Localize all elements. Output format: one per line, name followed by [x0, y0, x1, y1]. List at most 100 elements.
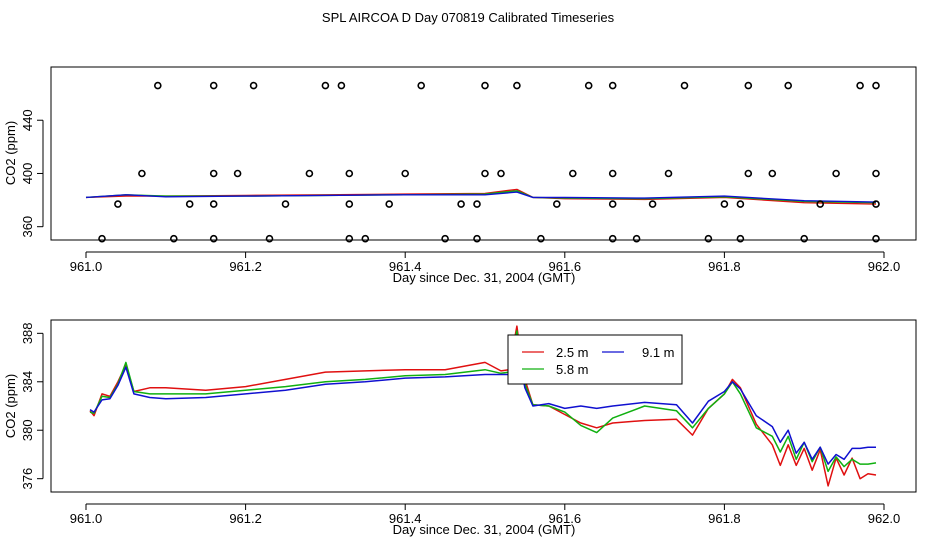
scatter-point [473, 234, 481, 243]
y-tick-label: 360 [20, 216, 35, 238]
legend: 2.5 m 5.8 m 9.1 m [507, 334, 683, 385]
scatter-point [832, 169, 840, 178]
scatter-point [608, 200, 617, 208]
scatter-point [281, 200, 290, 208]
scatter-point [680, 81, 689, 90]
top-panel: 961.0 961.2 961.4 961.6 961.8 962.0 360 400 440… [3, 66, 917, 285]
top-x-axis-label: Day since Dec. 31, 2004 (GMT) [393, 270, 576, 285]
x-tick-label: 961.8 [708, 259, 741, 274]
x-tick-label: 962.0 [868, 259, 901, 274]
legend-label-5-8m: 5.8 m [556, 362, 589, 377]
scatter-point [608, 169, 617, 178]
y-tick-label: 388 [20, 322, 35, 344]
scatter-point [321, 81, 330, 90]
scatter-point [185, 200, 194, 208]
scatter-point [664, 169, 673, 178]
bottom-x-axis: 961.0 961.2 961.4 961.6 961.8 962.0 [70, 503, 901, 526]
scatter-point [441, 234, 449, 243]
y-tick-label: 384 [20, 371, 35, 393]
scatter-point [249, 81, 258, 90]
bottom-y-axis-label: CO2 (ppm) [3, 374, 18, 438]
top-x-axis: 961.0 961.2 961.4 961.6 961.8 962.0 [70, 251, 901, 274]
scatter-point [473, 200, 481, 208]
scatter-point [744, 169, 753, 178]
x-tick-label: 961.8 [708, 511, 741, 526]
y-tick-label: 400 [20, 163, 35, 185]
figure-title: SPL AIRCOA D Day 070819 Calibrated Times… [322, 10, 615, 25]
x-tick-label: 961.2 [229, 259, 262, 274]
x-tick-label: 962.0 [868, 511, 901, 526]
scatter-point [497, 169, 505, 178]
x-tick-label: 961.4 [389, 511, 422, 526]
scatter-point [513, 81, 521, 90]
y-tick-label: 376 [20, 468, 35, 490]
scatter-point [608, 81, 617, 90]
scatter-point [816, 200, 825, 208]
scatter-point [138, 169, 146, 178]
top-scatter-points [98, 81, 880, 243]
bottom-y-axis: 376 380 384 388 [20, 322, 44, 490]
scatter-point [345, 169, 354, 178]
series-line-9-1-m [85, 191, 877, 203]
series-line-9-1-m [89, 356, 876, 465]
scatter-point [584, 81, 593, 90]
bottom-x-axis-label: Day since Dec. 31, 2004 (GMT) [393, 522, 576, 537]
scatter-point [736, 234, 745, 243]
x-tick-label: 961.6 [549, 259, 582, 274]
scatter-point [632, 234, 641, 243]
scatter-point [872, 81, 880, 90]
scatter-point [872, 234, 880, 243]
scatter-point [209, 169, 218, 178]
bottom-plot-frame [50, 319, 917, 493]
x-tick-label: 961.2 [229, 511, 262, 526]
scatter-point [401, 169, 410, 178]
scatter-point [345, 200, 354, 208]
legend-label-2-5m: 2.5 m [556, 345, 589, 360]
y-tick-label: 440 [20, 109, 35, 131]
scatter-point [481, 81, 489, 90]
scatter-point [361, 234, 370, 243]
scatter-point [209, 81, 218, 90]
scatter-point [872, 169, 880, 178]
scatter-point [209, 234, 218, 243]
scatter-point [800, 234, 809, 243]
scatter-point [154, 81, 162, 90]
scatter-point [114, 200, 122, 208]
scatter-point [537, 234, 545, 243]
top-plot-frame [50, 66, 917, 241]
scatter-point [872, 200, 880, 208]
scatter-point [856, 81, 864, 90]
scatter-point [209, 200, 218, 208]
top-series-lines [85, 188, 877, 205]
scatter-point [337, 81, 346, 90]
top-y-axis-label: CO2 (ppm) [3, 121, 18, 185]
scatter-point [736, 200, 745, 208]
scatter-point [345, 234, 354, 243]
bottom-panel: 961.0 961.2 961.4 961.6 961.8 962.0 376 380 384… [3, 319, 917, 537]
legend-box [507, 334, 683, 385]
scatter-point [385, 200, 394, 208]
series-line-5-8-m [89, 330, 877, 473]
scatter-point [744, 81, 753, 90]
scatter-point [265, 234, 274, 243]
top-y-axis: 360 400 440 [20, 109, 44, 238]
x-tick-label: 961.0 [70, 511, 103, 526]
scatter-point [720, 200, 729, 208]
scatter-point [305, 169, 314, 178]
scatter-point [417, 81, 426, 90]
x-tick-label: 961.4 [389, 259, 422, 274]
scatter-point [481, 169, 489, 178]
scatter-point [608, 234, 617, 243]
scatter-point [648, 200, 657, 208]
scatter-point [552, 200, 561, 208]
x-tick-label: 961.0 [70, 259, 103, 274]
series-line-2-5-m [89, 325, 877, 487]
scatter-point [457, 200, 465, 208]
scatter-point [704, 234, 713, 243]
bottom-series-lines [89, 325, 877, 487]
scatter-point [233, 169, 242, 178]
x-tick-label: 961.6 [549, 511, 582, 526]
scatter-point [568, 169, 577, 178]
y-tick-label: 380 [20, 419, 35, 441]
